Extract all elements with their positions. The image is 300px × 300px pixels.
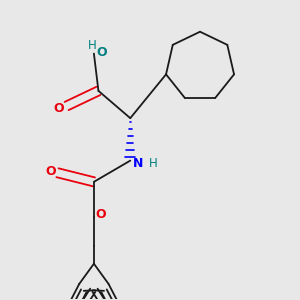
- Text: N: N: [133, 157, 144, 170]
- Text: H: H: [88, 39, 97, 52]
- Text: H: H: [148, 157, 157, 170]
- Text: O: O: [54, 102, 64, 115]
- Text: O: O: [96, 46, 107, 59]
- Text: O: O: [46, 165, 56, 178]
- Text: O: O: [95, 208, 106, 221]
